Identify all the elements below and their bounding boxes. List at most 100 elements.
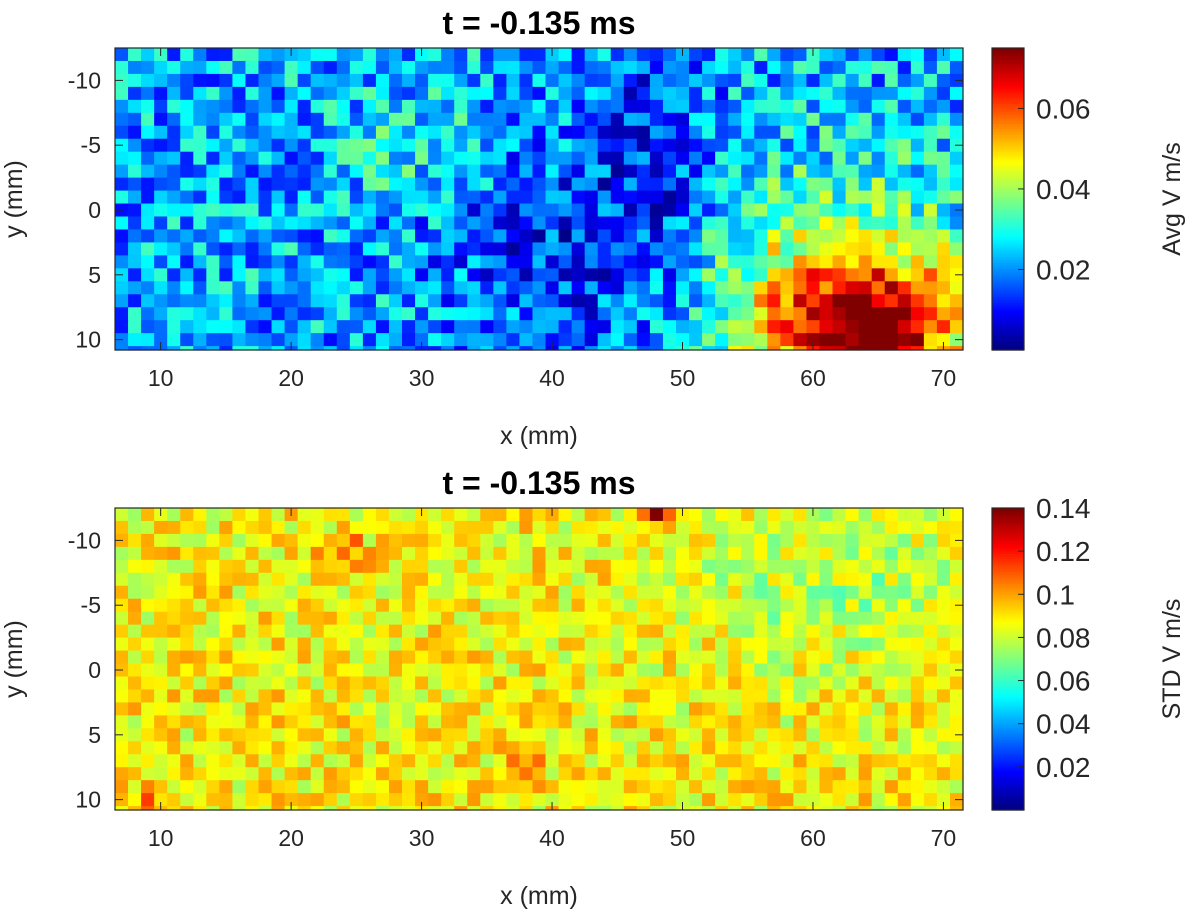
colorbar-segment: [992, 83, 1024, 87]
heatmap-cell: [454, 203, 468, 218]
heatmap-cell: [349, 793, 364, 807]
heatmap-cell: [193, 229, 207, 244]
heatmap-cell: [767, 715, 781, 729]
heatmap-cell: [519, 138, 534, 153]
heatmap-cell: [728, 138, 742, 153]
heatmap-cell: [597, 86, 612, 101]
colorbar-segment: [992, 173, 1024, 177]
colorbar-segment: [992, 327, 1024, 331]
heatmap-cell: [897, 793, 912, 807]
colorbar-segment: [992, 799, 1024, 804]
heatmap-cell: [689, 780, 703, 794]
heatmap-cell: [715, 255, 729, 269]
heatmap-cell: [936, 611, 951, 626]
heatmap-cell: [819, 689, 834, 704]
heatmap-cell: [832, 598, 847, 613]
heatmap-cell: [219, 281, 234, 295]
heatmap-cell: [519, 73, 534, 88]
heatmap-cell: [936, 728, 951, 742]
heatmap-cell: [454, 138, 468, 153]
heatmap-cell: [415, 307, 429, 321]
heatmap-cell: [493, 702, 507, 716]
heatmap-cell: [871, 508, 886, 522]
heatmap-cell: [949, 190, 964, 205]
heatmap-cell: [441, 585, 455, 600]
heatmap-cell: [780, 216, 794, 231]
heatmap-cell: [506, 281, 521, 295]
heatmap-cell: [519, 702, 534, 716]
heatmap-cell: [167, 112, 181, 127]
heatmap-cell: [832, 151, 847, 166]
heatmap-cell: [858, 572, 873, 587]
heatmap-cell: [715, 611, 729, 626]
heatmap-cell: [441, 86, 455, 101]
heatmap-cell: [115, 294, 129, 308]
heatmap-cell: [362, 702, 377, 716]
heatmap-cell: [910, 333, 925, 347]
heatmap-cell: [245, 48, 260, 62]
heatmap-cell: [923, 663, 938, 678]
colorbar-segment: [992, 151, 1024, 155]
heatmap-cell: [258, 546, 273, 561]
heatmap-cell: [206, 780, 220, 794]
heatmap-cell: [258, 203, 273, 218]
heatmap-cell: [884, 702, 899, 716]
heatmap-cell: [193, 151, 207, 166]
heatmap-cell: [193, 611, 207, 626]
heatmap-cell: [780, 294, 794, 308]
heatmap-cell: [910, 138, 925, 153]
colorbar-segment: [992, 568, 1024, 572]
heatmap-cell: [649, 99, 664, 114]
heatmap-cell: [767, 598, 781, 613]
heatmap-cell: [897, 190, 912, 205]
heatmap-cell: [141, 229, 155, 244]
heatmap-cell: [336, 125, 351, 140]
heatmap-cell: [689, 320, 703, 334]
heatmap-cell: [310, 767, 325, 781]
heatmap-cell: [689, 728, 703, 742]
heatmap-cell: [519, 255, 534, 269]
heatmap-cell: [115, 715, 129, 729]
heatmap-cell: [910, 663, 925, 678]
heatmap-cell: [297, 598, 312, 613]
heatmap-cell: [715, 190, 729, 205]
heatmap-cell: [780, 60, 794, 75]
heatmap-cell: [949, 229, 964, 244]
colorbar-segment: [992, 239, 1024, 243]
heatmap-cell: [623, 546, 638, 561]
heatmap-cell: [545, 86, 560, 101]
heatmap-cell: [219, 533, 234, 548]
heatmap-cell: [467, 508, 481, 522]
heatmap-cell: [245, 767, 260, 781]
heatmap-cell: [532, 268, 547, 282]
heatmap-cell: [741, 346, 755, 351]
heatmap-cell: [323, 689, 338, 704]
heatmap-cell: [349, 676, 364, 691]
colorbar-segment: [992, 204, 1024, 208]
heatmap-cell: [310, 780, 325, 794]
heatmap-cell: [558, 624, 573, 639]
heatmap-cell: [715, 138, 729, 153]
heatmap-cell: [806, 741, 821, 755]
heatmap-cell: [728, 637, 742, 652]
heatmap-cell: [219, 151, 234, 166]
heatmap-cell: [115, 99, 129, 114]
heatmap-cell: [375, 203, 390, 218]
heatmap-cell: [115, 60, 129, 75]
heatmap-cell: [180, 151, 194, 166]
heatmap-cell: [115, 281, 129, 295]
heatmap-cell: [584, 190, 599, 205]
heatmap-cell: [415, 333, 429, 347]
heatmap-cell: [623, 294, 638, 308]
heatmap-cell: [767, 60, 781, 75]
heatmap-cell: [428, 689, 442, 704]
heatmap-cell: [154, 190, 168, 205]
heatmap-cell: [323, 151, 338, 166]
heatmap-cell: [310, 99, 325, 114]
heatmap-cell: [649, 806, 664, 811]
heatmap-cell: [402, 754, 416, 768]
heatmap-cell: [349, 508, 364, 522]
heatmap-cell: [297, 637, 312, 652]
heatmap-cell: [897, 728, 912, 742]
heatmap-cell: [323, 546, 338, 561]
